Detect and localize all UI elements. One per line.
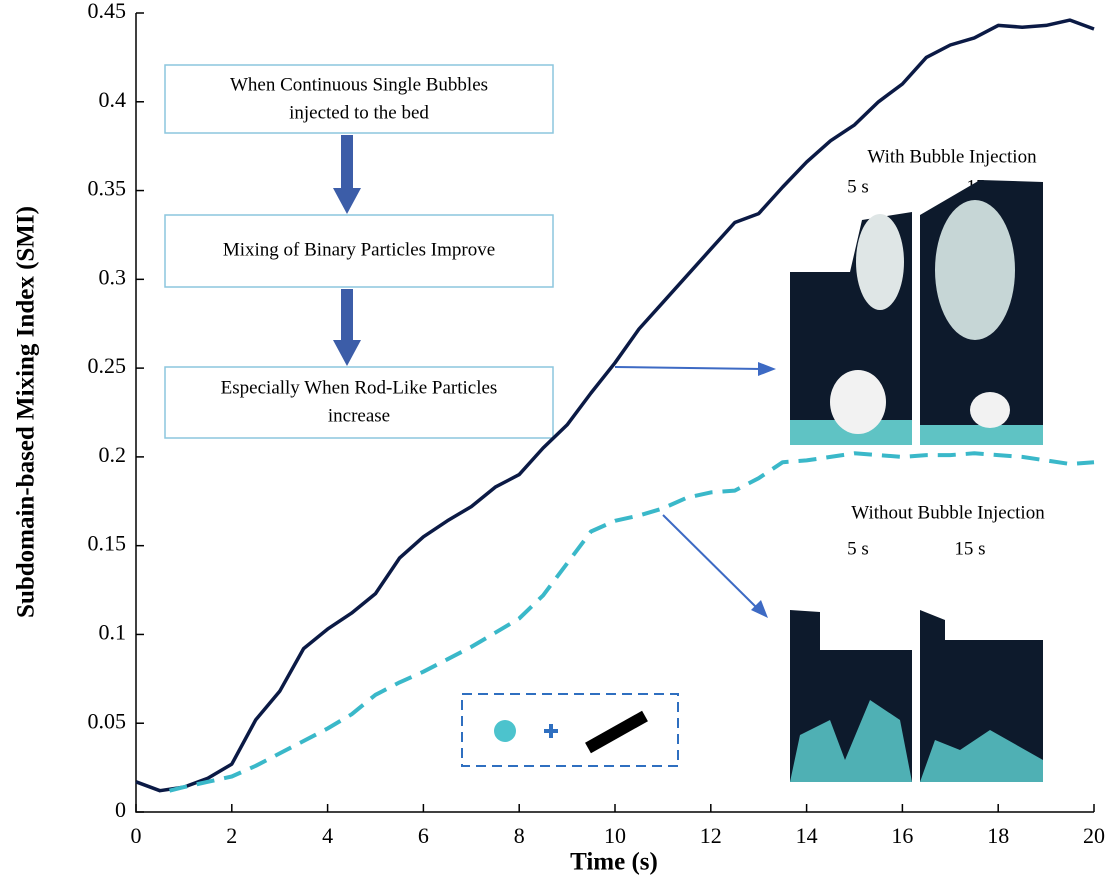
flow-box (164, 366, 554, 439)
flow-arrow (333, 135, 361, 214)
inset-title: Without Bubble Injection (851, 502, 1045, 523)
pointer-arrow (614, 366, 763, 370)
x-tick-label: 18 (987, 823, 1009, 848)
rod-icon (585, 710, 648, 754)
snapshot-part (970, 392, 1010, 428)
y-tick-label: 0.05 (88, 708, 127, 733)
series-line (169, 451, 1095, 793)
flow-diagram: When Continuous Single Bubbles injected … (164, 64, 554, 439)
inset-time: 5 s (847, 538, 869, 559)
x-tick-label: 20 (1083, 823, 1105, 848)
particle-legend (461, 693, 679, 767)
snapshot-part (830, 370, 886, 434)
snapshots: With Bubble Injection 5 s 15 s Without B… (790, 146, 1045, 782)
flow-arrow (333, 289, 361, 366)
y-tick-label: 0.35 (88, 176, 127, 201)
y-axis-title: Subdomain-based Mixing Index (SMI) (13, 206, 40, 618)
y-tick-label: 0.25 (88, 353, 127, 378)
y-tick-label: 0 (115, 797, 126, 822)
snapshot-part (920, 425, 1043, 445)
x-axis-title: Time (s) (570, 849, 658, 876)
flow-text: injected to the bed (289, 102, 429, 123)
inset-time: 5 s (847, 176, 869, 197)
arrow-head (751, 600, 768, 618)
series-line (135, 18, 1095, 793)
x-tick-label: 10 (604, 823, 626, 848)
flow-box (164, 64, 554, 134)
y-tick-label: 0.2 (99, 442, 127, 467)
flow-text: When Continuous Single Bubbles (230, 74, 488, 95)
x-tick-label: 4 (322, 823, 333, 848)
flow-text: Mixing of Binary Particles Improve (223, 239, 495, 260)
snapshot-part (935, 200, 1015, 340)
flow-text: increase (328, 405, 390, 426)
y-tick-label: 0.15 (88, 531, 127, 556)
x-tick-label: 8 (514, 823, 525, 848)
pointer-arrows (614, 362, 776, 618)
snapshot-part (920, 730, 1043, 782)
inset-title: With Bubble Injection (867, 146, 1037, 167)
flow-text: Especially When Rod-Like Particles (221, 377, 498, 398)
sphere-icon (494, 720, 516, 742)
y-tick-label: 0.4 (99, 87, 127, 112)
x-tick-label: 2 (226, 823, 237, 848)
x-tick-label: 14 (796, 823, 818, 848)
inset-time: 15 s (954, 538, 985, 559)
y-tick-label: 0.1 (99, 619, 127, 644)
x-tick-label: 12 (700, 823, 722, 848)
x-tick-label: 6 (418, 823, 429, 848)
y-tick-label: 0.3 (99, 264, 127, 289)
x-tick-label: 16 (891, 823, 913, 848)
y-tick-label: 0.45 (88, 0, 127, 23)
plus-icon (544, 724, 558, 738)
arrow-head (758, 362, 776, 376)
x-tick-label: 0 (131, 823, 142, 848)
axes (135, 13, 1094, 813)
snapshot-part (856, 214, 904, 310)
snapshot-part (790, 700, 912, 782)
pointer-arrow (662, 514, 759, 610)
snapshot (920, 610, 1043, 782)
flow-box (164, 214, 554, 288)
